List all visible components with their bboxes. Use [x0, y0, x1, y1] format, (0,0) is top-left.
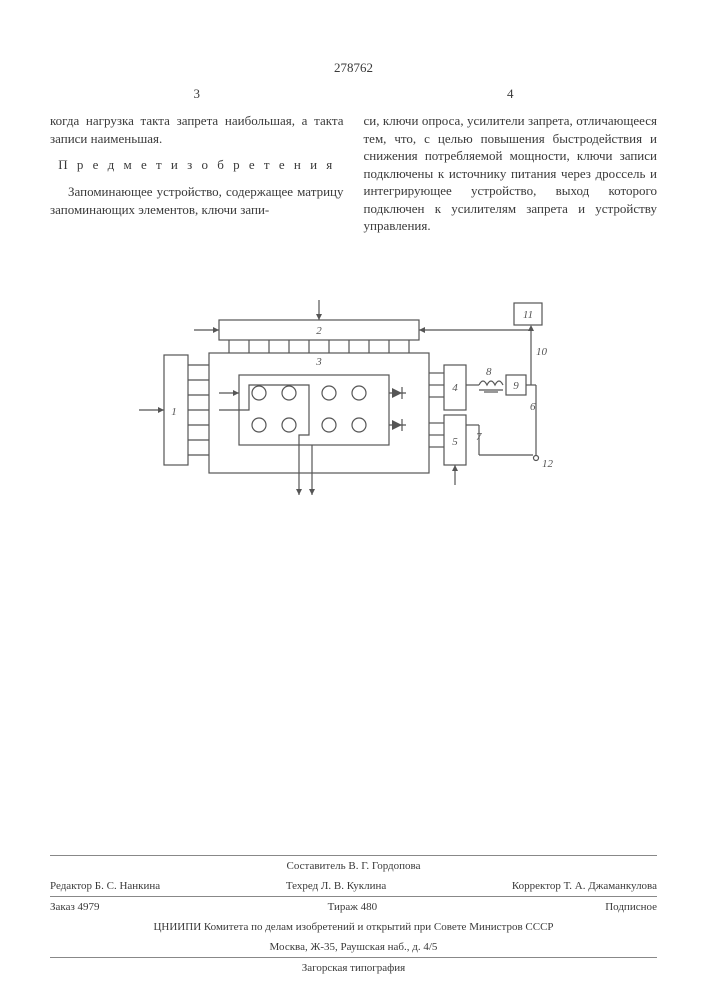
label-1: 1 — [171, 406, 177, 418]
right-column: 4 си, ключи опроса, усилители запрета, о… — [364, 86, 658, 235]
footer-org: ЦНИИПИ Комитета по делам изобретений и о… — [50, 917, 657, 937]
document-number: 278762 — [50, 60, 657, 76]
label-5: 5 — [452, 436, 458, 448]
label-10: 10 — [536, 346, 548, 358]
section-title: П р е д м е т и з о б р е т е н и я — [50, 157, 344, 173]
page-num-right: 4 — [364, 86, 658, 102]
label-9: 9 — [513, 380, 519, 392]
footer-subscription: Подписное — [605, 901, 657, 913]
left-p2: Запоминающее устройство, содержащее матр… — [50, 183, 344, 218]
footer-compiler: Составитель В. Г. Гордопова — [50, 856, 657, 876]
label-6: 6 — [530, 401, 536, 413]
page-num-left: 3 — [50, 86, 344, 102]
footer-order: Заказ 4979 — [50, 901, 100, 913]
footer-corrector: Корректор Т. А. Джаманкулова — [512, 880, 657, 892]
footer-copies: Тираж 480 — [328, 901, 378, 913]
left-p1: когда нагрузка такта запрета наибольшая,… — [50, 112, 344, 147]
label-4: 4 — [452, 382, 458, 394]
text-columns: 3 когда нагрузка такта запрета наибольша… — [50, 86, 657, 235]
label-12: 12 — [542, 458, 554, 470]
label-2: 2 — [316, 325, 322, 337]
label-11: 11 — [522, 309, 532, 321]
footer-editor: Редактор Б. С. Нанкина — [50, 880, 160, 892]
right-p1: си, ключи опроса, усилители запрета, отл… — [364, 112, 658, 235]
footer: Составитель В. Г. Гордопова Редактор Б. … — [50, 855, 657, 978]
footer-teched: Техред Л. В. Куклина — [286, 880, 386, 892]
label-3: 3 — [315, 356, 322, 368]
label-8: 8 — [486, 366, 492, 378]
left-column: 3 когда нагрузка такта запрета наибольша… — [50, 86, 344, 235]
footer-address: Москва, Ж-35, Раушская наб., д. 4/5 — [50, 937, 657, 957]
circuit-diagram: 1 2 3 — [50, 295, 657, 515]
footer-typography: Загорская типография — [50, 958, 657, 978]
